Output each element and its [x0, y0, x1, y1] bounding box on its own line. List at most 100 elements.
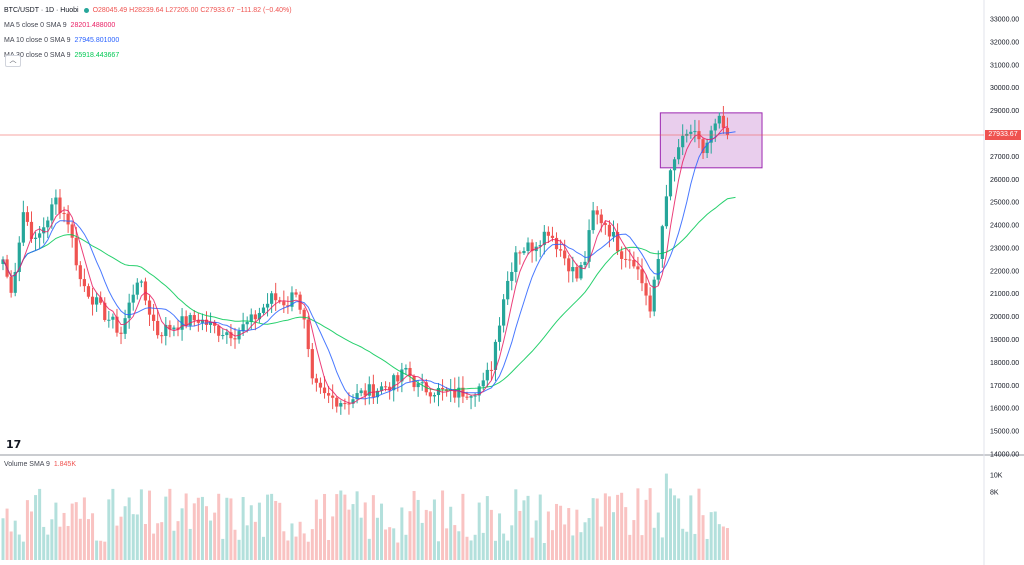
candle-body [208, 321, 213, 325]
volume-bar [139, 489, 143, 560]
candle-body [306, 319, 310, 350]
candle-body [677, 147, 681, 160]
candle-body [164, 324, 168, 336]
candle-body [355, 393, 359, 400]
volume-bar [575, 509, 579, 560]
candle-body [493, 341, 498, 370]
volume-bar [21, 541, 25, 560]
candle-body [310, 349, 314, 379]
volume-bar [115, 525, 119, 560]
volume-bar [290, 523, 294, 560]
candle-body [156, 320, 160, 336]
volume-bar [436, 541, 440, 560]
volume-bar [493, 540, 497, 560]
candle-body [558, 249, 563, 251]
candle-body [579, 264, 583, 279]
candle-body [563, 250, 567, 259]
candle-body [567, 258, 571, 272]
volume-bar [453, 525, 457, 560]
candle-body [615, 231, 620, 252]
volume-legend[interactable]: Volume SMA 9 1.845K [4, 461, 76, 468]
price-tick-label: 19000.00 [990, 337, 1019, 344]
ma10-legend[interactable]: MA 10 close 0 SMA 9 27945.801000 [4, 33, 292, 48]
volume-bar [351, 504, 355, 560]
volume-bar [241, 497, 245, 560]
candle-body [550, 235, 555, 238]
volume-bar [384, 529, 388, 560]
candle-body [188, 315, 192, 326]
volume-bar [152, 533, 156, 560]
candle-body [628, 259, 632, 261]
volume-bar [624, 507, 628, 560]
candle-body [335, 397, 339, 407]
volume-bar [160, 522, 164, 560]
volume-bar [74, 502, 78, 560]
volume-bar [681, 528, 685, 560]
price-tick-label: 31000.00 [990, 62, 1019, 69]
volume-bar [392, 528, 396, 560]
volume-bar [693, 533, 697, 560]
volume-bar [143, 524, 147, 560]
candle-body [497, 325, 502, 342]
symbol-row[interactable]: BTC/USDT · 1D · Huobi O28045.49 H28239.64… [4, 3, 292, 18]
volume-bar [701, 515, 705, 560]
indicator-legend: BTC/USDT · 1D · Huobi O28045.49 H28239.64… [4, 3, 292, 63]
volume-bar [396, 542, 400, 560]
tradingview-logo[interactable]: 17 [6, 438, 21, 451]
ma5-legend[interactable]: MA 5 close 0 SMA 9 28201.488000 [4, 18, 292, 33]
candle-body [396, 375, 400, 382]
price-tick-label: 27000.00 [990, 154, 1019, 161]
price-tick-label: 23000.00 [990, 245, 1019, 252]
volume-bar [164, 496, 168, 560]
volume-axis: 10K 8K [990, 473, 1003, 497]
volume-bar [229, 498, 233, 560]
candle-body [46, 220, 50, 228]
volume-bar [404, 534, 408, 560]
volume-bar [38, 488, 42, 560]
candle-body [489, 369, 493, 371]
candle-body [172, 327, 176, 330]
volume-bar [135, 514, 139, 560]
volume-bar [50, 519, 54, 560]
candle-body [428, 392, 432, 397]
candle-body [115, 316, 119, 333]
candle-body [640, 269, 644, 284]
candle-body [363, 390, 367, 396]
volume-bar [534, 520, 538, 560]
price-tick-label: 32000.00 [990, 39, 1019, 46]
volume-bar [380, 503, 384, 560]
collapse-legend-button[interactable]: ︿ [5, 55, 21, 67]
volume-bar [217, 493, 221, 560]
volume-bar [705, 538, 709, 560]
volume-bar [180, 508, 184, 560]
candle-body [400, 369, 404, 382]
candle-body [371, 384, 375, 398]
volume-bar [343, 494, 347, 560]
symbol-title[interactable]: BTC/USDT · 1D · Huobi [4, 7, 79, 14]
candle-body [184, 316, 188, 326]
candle-body [404, 367, 408, 370]
volume-bar [416, 499, 420, 560]
volume-bar [253, 521, 257, 560]
ma5-label: MA 5 close 0 SMA 9 [4, 22, 67, 29]
candle-body [481, 380, 485, 387]
candlesticks [1, 105, 730, 415]
ma30-line [2, 196, 736, 391]
ohlc-values: O28045.49 H28239.64 L27205.00 C27933.67 … [92, 7, 292, 14]
candle-body [29, 221, 34, 239]
volume-bar [579, 532, 583, 560]
candle-body [343, 403, 347, 405]
volume-bar [205, 506, 208, 560]
candle-body [717, 115, 721, 124]
candle-body [339, 403, 343, 407]
volume-bar [412, 490, 416, 560]
volume-bar [546, 511, 550, 560]
volume-bar [644, 499, 648, 560]
volume-bar [498, 513, 502, 560]
ma30-legend[interactable]: MA 30 close 0 SMA 9 25918.443667 [4, 48, 292, 63]
volume-bar [188, 528, 192, 560]
candle-body [282, 301, 286, 306]
candle-body [636, 266, 640, 270]
candle-body [151, 314, 156, 321]
